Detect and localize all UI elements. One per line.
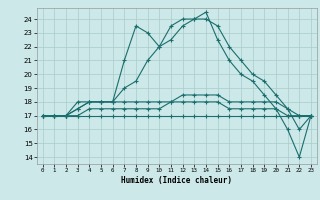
X-axis label: Humidex (Indice chaleur): Humidex (Indice chaleur) (121, 176, 232, 185)
